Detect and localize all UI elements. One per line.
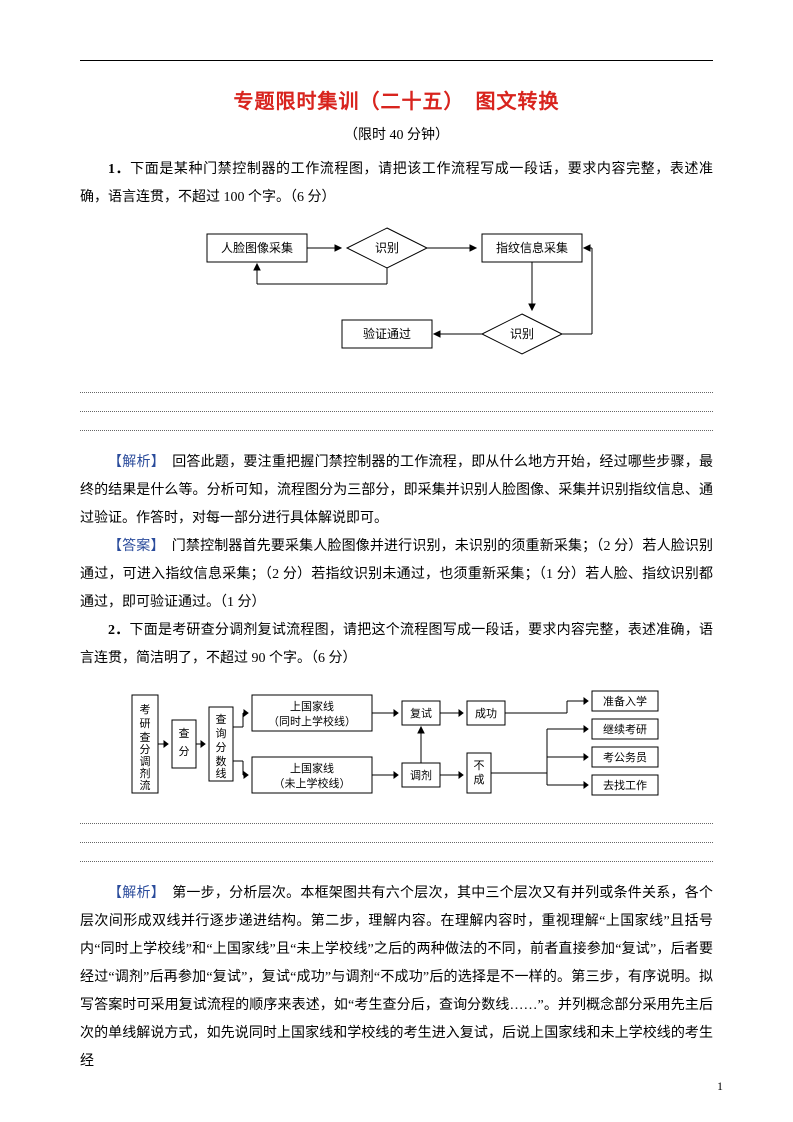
- page-number: 1: [717, 1079, 723, 1094]
- node-chafen-2: 分: [178, 745, 189, 758]
- node-r4: 去找工作: [603, 778, 647, 792]
- node-r1: 准备入学: [603, 694, 647, 708]
- q2-flowchart: 考 研 查 分 调 剂 流 查 分 查 询 分 数 线 上国家线 （同时上学校线…: [127, 685, 667, 805]
- node-left-4: 分: [139, 743, 150, 756]
- node-bucheng-2: 成: [473, 773, 484, 786]
- node-opt1a: 上国家线: [290, 699, 334, 713]
- answer-line-6: [80, 861, 713, 862]
- q1-prompt-text: 下面是某种门禁控制器的工作流程图，请把该工作流程写成一段话，要求内容完整，表述准…: [80, 162, 713, 205]
- node-opt2b: （未上学校线）: [273, 776, 350, 790]
- node-left-7: 流: [139, 778, 150, 792]
- node-chaxun-2: 询: [215, 727, 226, 740]
- node-chaxun-1: 查: [215, 712, 226, 726]
- node-face-collect: 人脸图像采集: [220, 240, 292, 255]
- q2-analysis: 【解析】 第一步，分析层次。本框架图共有六个层次，其中三个层次又有并列或条件关系…: [80, 880, 713, 1076]
- q1-answer-text: 门禁控制器首先要采集人脸图像并进行识别，未识别的须重新采集；（2 分）若人脸识别…: [80, 539, 713, 610]
- top-rule: [80, 60, 713, 61]
- node-chaxun-5: 线: [215, 766, 226, 780]
- node-opt2a: 上国家线: [290, 761, 334, 775]
- answer-label: 【答案】: [108, 539, 158, 554]
- node-chaxun-3: 分: [215, 741, 226, 754]
- analysis-label: 【解析】: [108, 455, 158, 470]
- node-chaxun-4: 数: [215, 755, 226, 768]
- node-chafen-1: 查: [178, 726, 189, 740]
- node-r3: 考公务员: [603, 751, 647, 764]
- q1-answer: 【答案】 门禁控制器首先要采集人脸图像并进行识别，未识别的须重新采集；（2 分）…: [80, 533, 713, 617]
- node-recognize-2: 识别: [509, 327, 533, 341]
- page-title: 专题限时集训（二十五） 图文转换: [80, 85, 713, 114]
- answer-line-1: [80, 392, 713, 393]
- q2-number: 2．: [108, 623, 129, 638]
- node-left-6: 剂: [139, 766, 150, 780]
- node-tiaoji: 调剂: [410, 768, 432, 782]
- node-r2: 继续考研: [603, 722, 647, 736]
- node-left-1: 考: [139, 703, 150, 716]
- answer-line-2: [80, 411, 713, 412]
- q1-prompt: 1．下面是某种门禁控制器的工作流程图，请把该工作流程写成一段话，要求内容完整，表…: [80, 156, 713, 212]
- q2-prompt-text: 下面是考研查分调剂复试流程图，请把这个流程图写成一段话，要求内容完整，表述准确，…: [80, 623, 713, 666]
- node-bucheng-1: 不: [473, 760, 484, 772]
- answer-line-4: [80, 823, 713, 824]
- node-left-2: 研: [139, 718, 150, 730]
- q1-flowchart: 人脸图像采集 识别 指纹信息采集 验证通过 识别: [187, 224, 607, 374]
- q1-analysis-text: 回答此题，要注重把握门禁控制器的工作流程，即从什么地方开始，经过哪些步骤，最终的…: [80, 455, 713, 526]
- node-recognize-1: 识别: [374, 241, 398, 255]
- node-chenggong: 成功: [475, 707, 497, 720]
- time-limit: （限时 40 分钟）: [80, 124, 713, 144]
- node-left-3: 查: [139, 730, 150, 744]
- q1-analysis: 【解析】 回答此题，要注重把握门禁控制器的工作流程，即从什么地方开始，经过哪些步…: [80, 449, 713, 533]
- q2-prompt: 2．下面是考研查分调剂复试流程图，请把这个流程图写成一段话，要求内容完整，表述准…: [80, 617, 713, 673]
- q1-number: 1．: [108, 162, 130, 177]
- node-verify-pass: 验证通过: [362, 326, 410, 341]
- analysis-label-2: 【解析】: [108, 886, 158, 901]
- node-fushi: 复试: [410, 706, 432, 720]
- node-opt1b: （同时上学校线）: [268, 714, 356, 728]
- answer-line-3: [80, 430, 713, 431]
- page: 专题限时集训（二十五） 图文转换 （限时 40 分钟） 1．下面是某种门禁控制器…: [0, 0, 793, 1122]
- q2-analysis-text: 第一步，分析层次。本框架图共有六个层次，其中三个层次又有并列或条件关系，各个层次…: [80, 886, 713, 1069]
- node-finger-collect: 指纹信息采集: [495, 240, 567, 255]
- node-left-5: 调: [139, 755, 150, 768]
- answer-line-5: [80, 842, 713, 843]
